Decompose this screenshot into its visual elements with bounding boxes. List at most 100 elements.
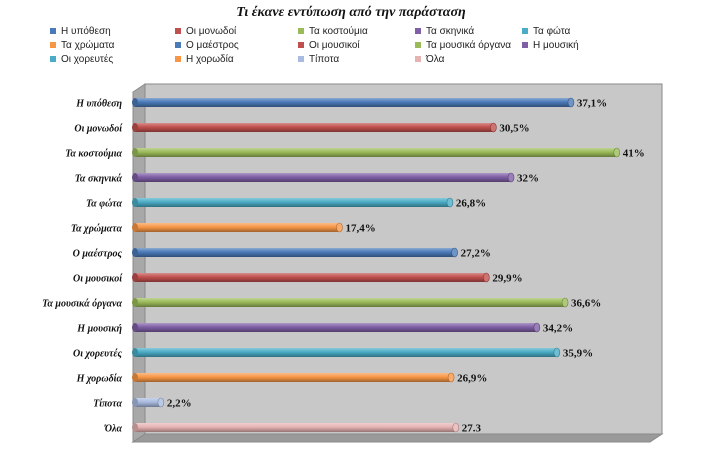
bar-start-cap [132,398,138,407]
legend-label: Οι μονωδοί [186,26,237,37]
category-label: Τίποτα [93,399,122,410]
bar [135,298,566,307]
bar-cap [336,222,343,233]
bar-cap [451,247,458,258]
bar [135,123,494,132]
legend-label: Όλα [426,54,445,65]
bar-cap [452,422,460,433]
bar-start-cap [132,173,138,182]
legend-label: Οι μουσικοί [309,40,360,51]
category-label: Οι χορευτές [73,349,123,360]
legend-item: Τα χρώματα [50,40,114,51]
legend-swatch [522,28,528,35]
legend-swatch [50,56,56,63]
legend-swatch [175,56,181,63]
value-label: 2,2% [167,398,192,410]
legend-label: Τα φώτα [533,26,571,37]
legend-item: Τα μουσικά όργανα [415,40,511,51]
bar-cap [157,397,165,408]
bar-start-cap [132,123,138,132]
bar-cap [507,172,515,183]
legend-swatch [522,42,528,49]
bar-start-cap [132,98,138,107]
bar-cap [490,122,497,133]
bar [135,398,161,407]
bar [135,248,455,257]
value-label: 30,5% [499,123,529,135]
value-label: 37,1% [577,98,607,110]
legend-item: Τα σκηνικά [415,26,474,37]
legend-label: Τα μουσικά όργανα [426,40,512,51]
legend-item: Ο μαέστρος [175,40,239,51]
legend-item: Τίποτα [298,54,339,65]
bar [135,348,557,357]
legend-swatch [175,28,181,35]
legend-item: Η υπόθεση [50,26,111,37]
legend-swatch [298,42,304,49]
bar [135,148,617,157]
category-label: Τα κοστούμια [65,149,122,160]
legend-item: Οι χορευτές [50,54,113,65]
legend-swatch [298,28,304,35]
bar-cap [446,197,454,208]
bar-start-cap [132,373,138,382]
category-label: Όλα [104,424,123,435]
legend-label: Τίποτα [309,54,340,65]
value-label: 26,9% [457,373,487,385]
bar [135,373,452,382]
bar [135,423,456,432]
category-label: Τα σκηνικά [75,174,123,185]
chart-title: Τι έκανε εντύπωση από την παράσταση [236,5,466,20]
bar-cap [553,347,561,358]
bar-cap [567,97,575,108]
bar-start-cap [132,273,138,282]
legend-swatch [298,56,304,63]
legend-label: Ο μαέστρος [186,40,239,51]
value-label: 17,4% [345,223,375,235]
legend-item: Τα φώτα [522,26,570,37]
category-label: Η μουσική [76,324,122,335]
value-label: 27.3 [462,423,482,435]
legend-label: Τα χρώματα [61,40,115,51]
bar-start-cap [132,298,138,307]
category-label: Οι μουσικοί [73,274,123,285]
legend-label: Η χορωδία [186,54,234,65]
legend-label: Τα σκηνικά [426,26,475,37]
value-label: 26,8% [456,198,486,210]
value-label: 35,9% [563,348,593,360]
legend-label: Η μουσική [533,40,579,51]
category-label: Η χορωδία [76,374,123,385]
bar-cap [533,322,541,333]
bar-cap [447,372,455,383]
value-label: 34,2% [543,323,573,335]
legend-swatch [415,56,421,63]
plot-side-wall [132,83,146,443]
category-label: Τα μουσικά όργανα [42,299,122,310]
value-label: 32% [517,173,539,185]
value-label: 36,6% [571,298,601,310]
bar [135,323,537,332]
legend-swatch [50,42,56,49]
legend-swatch [50,28,56,35]
bar-start-cap [132,323,138,332]
legend-swatch [415,42,421,49]
bar-start-cap [132,348,138,357]
category-label: Οι μονωδοί [74,124,123,135]
bar-cap [483,272,490,283]
category-label: Τα χρώματα [71,224,123,235]
value-label: 29,9% [492,273,522,285]
category-label: Τα φώτα [86,199,122,210]
bar [135,173,511,182]
bar-start-cap [132,148,138,157]
legend-item: Οι μονωδοί [175,26,236,37]
legend-item: Τα κοστούμια [298,26,368,37]
bar-start-cap [132,223,138,232]
bar-cap [561,297,569,308]
legend-label: Η υπόθεση [61,26,111,37]
bar [135,198,450,207]
legend-item: Όλα [415,54,444,65]
legend-item: Η μουσική [522,40,579,51]
legend-label: Τα κοστούμια [309,26,368,37]
plot-floor [131,433,664,443]
